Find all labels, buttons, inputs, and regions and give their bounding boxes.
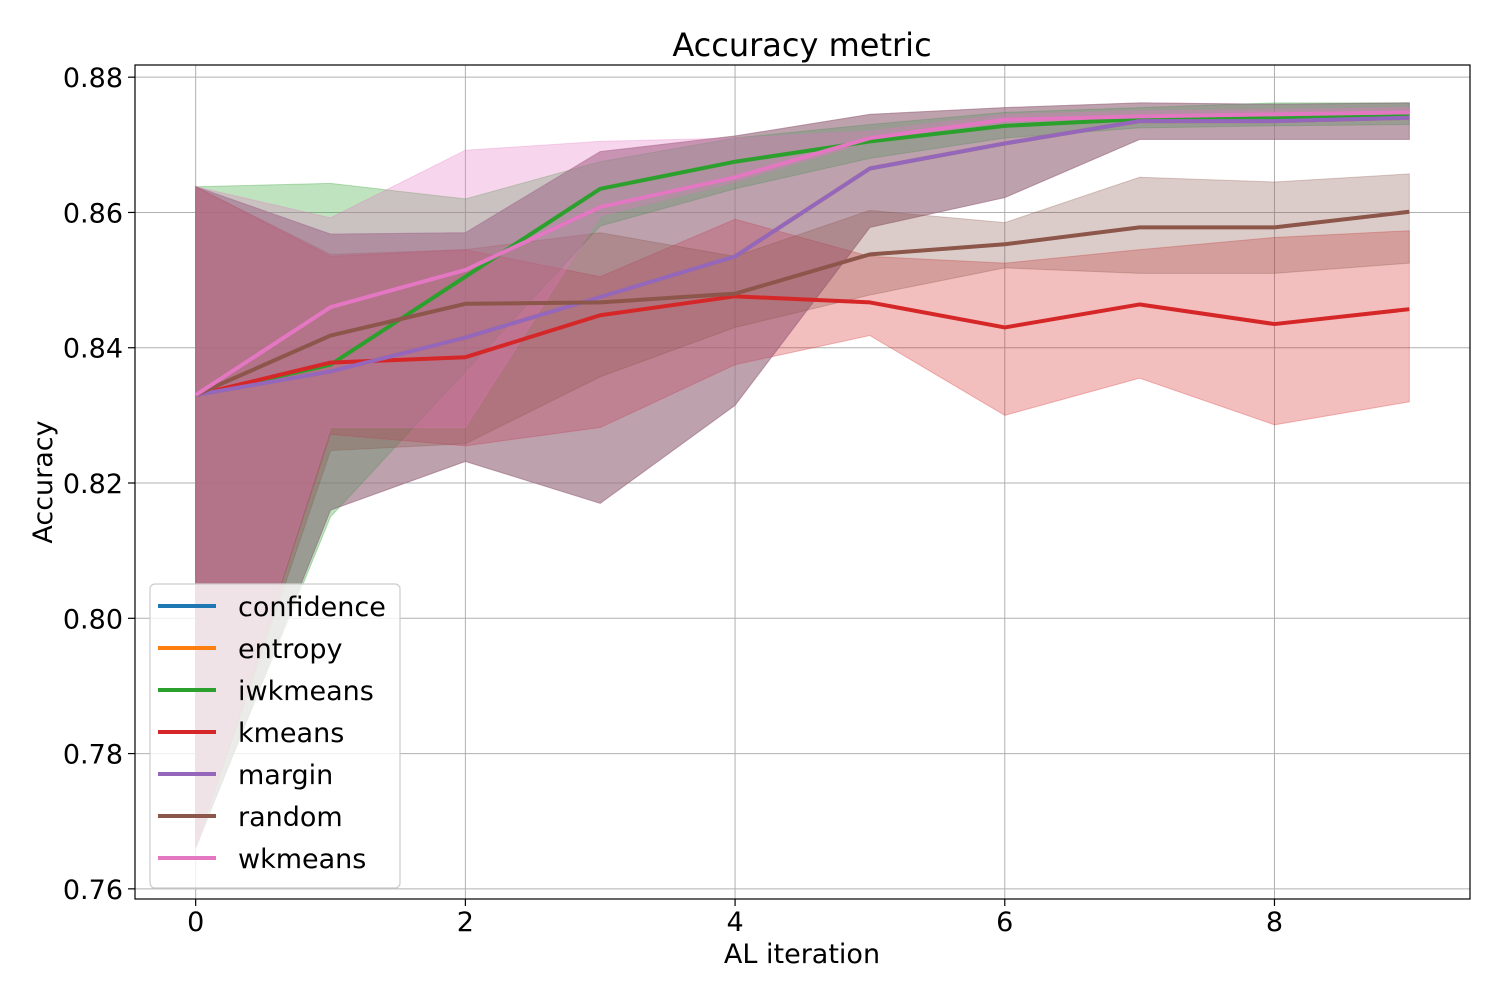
band-kmeans	[195, 185, 1410, 848]
y-tick-label: 0.86	[63, 198, 123, 229]
legend-label-entropy: entropy	[238, 634, 342, 665]
plot-area-frame	[134, 64, 1471, 900]
x-tick-label: 2	[457, 907, 474, 938]
legend: confidence entropy iwkmeans kmeans margin ran…	[149, 583, 401, 889]
band-random	[195, 173, 1410, 848]
legend-label-confidence: confidence	[238, 592, 386, 623]
band-wkmeans	[195, 107, 1410, 848]
line-kmeans	[195, 294, 1410, 398]
y-tick-label: 0.76	[63, 875, 123, 906]
legend-label-iwkmeans: iwkmeans	[238, 676, 374, 707]
y-tick-label: 0.78	[63, 740, 123, 771]
legend-label-random: random	[238, 802, 343, 833]
line-wkmeans	[194, 110, 1410, 397]
x-tick-label: 4	[726, 907, 743, 938]
legend-box	[149, 583, 401, 889]
legend-label-margin: margin	[238, 760, 333, 791]
x-tick-label: 8	[1266, 907, 1283, 938]
line-random	[194, 209, 1410, 397]
y-axis-title: Accuracy	[28, 420, 59, 543]
band-entropy	[195, 102, 1410, 849]
y-tick-label: 0.88	[63, 63, 123, 94]
axis-ticks: 0 2 4 6 8 0.76 0.78 0.80 0.82 0.84 0.86 0.88	[63, 63, 1283, 938]
y-tick-label: 0.80	[63, 604, 123, 635]
legend-label-kmeans: kmeans	[238, 718, 344, 749]
x-tick-label: 0	[187, 907, 204, 938]
y-tick-label: 0.84	[63, 334, 123, 365]
confidence-bands	[195, 102, 1410, 849]
series-lines	[194, 110, 1410, 398]
y-tick-label: 0.82	[63, 469, 123, 500]
x-axis-title: AL iteration	[724, 939, 880, 970]
line-margin	[195, 115, 1410, 398]
band-confidence	[195, 102, 1410, 849]
legend-label-wkmeans: wkmeans	[238, 844, 366, 875]
x-tick-label: 6	[996, 907, 1013, 938]
chart-title: Accuracy metric	[672, 26, 931, 64]
band-margin	[195, 102, 1410, 849]
